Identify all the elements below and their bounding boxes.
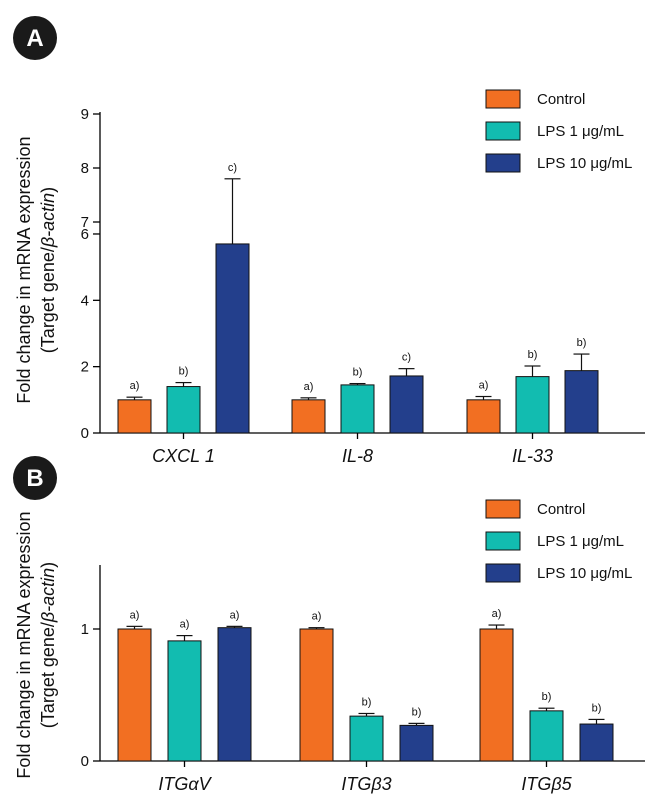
panel-b-bar-2-1 [529, 710, 564, 762]
panel-b-sig-label-2-0: a) [492, 608, 502, 620]
panel-b-bar-1-2 [399, 724, 434, 762]
panel-b-category-label-2: ITGβ5 [521, 774, 572, 794]
panel-b-legend-label-2: LPS 10 μg/mL [537, 565, 632, 582]
panel-b-ylabel: Fold change in mRNA expression (Target g… [14, 511, 58, 778]
panel-a-ytick-label-4: 7 [81, 214, 89, 231]
panel-b-bar-1-0 [299, 628, 334, 762]
panel-a-category-label-2: IL-33 [512, 446, 553, 466]
panel-b-sig-label-0-1: a) [180, 619, 190, 631]
panel-a-circle [13, 16, 57, 60]
chart-marks: 0 2 4 67 8 9 a) b) c) CXCL 1 a) b) c) IL-8 a) b) b) IL-33… [81, 89, 632, 794]
panel-b-bar-1-1 [349, 715, 384, 762]
panel-b-sig-label-0-0: a) [130, 609, 140, 621]
panel-a-bar-0-0 [117, 399, 152, 434]
panel-a-ytick-label-6: 9 [81, 106, 89, 123]
ylabel-a-line1: Fold change in mRNA expression [14, 136, 34, 403]
panel-b-category-label-1: ITGβ3 [341, 774, 391, 794]
panel-a-legend-swatch-2 [485, 153, 521, 173]
panel-b-legend-swatch-2 [485, 563, 521, 583]
panel-a-badge: A [13, 16, 57, 60]
panel-b-sig-label-0-2: a) [230, 609, 240, 621]
panel-b-sig-label-2-2: b) [592, 702, 602, 714]
panel-b-sig-label-1-1: b) [362, 696, 372, 708]
panel-b-legend-label-0: Control [537, 501, 585, 518]
panel-a-sig-label-1-2: c) [402, 352, 411, 364]
panel-a-legend-swatch-1 [485, 121, 521, 141]
panel-b-label: B [26, 465, 43, 492]
panel-a-ytick-label-5: 8 [81, 160, 89, 177]
panel-b-legend-label-1: LPS 1 μg/mL [537, 533, 624, 550]
panel-b-ytick-label-0: 0 [81, 753, 89, 770]
panel-a-sig-label-2-1: b) [528, 349, 538, 361]
panel-b-bar-0-0 [117, 628, 152, 762]
panel-a-sig-label-0-2: c) [228, 162, 237, 174]
panel-b-bar-2-0 [479, 628, 514, 762]
panel-b-legend-swatch-0 [485, 499, 521, 519]
panel-b-sig-label-1-2: b) [412, 706, 422, 718]
panel-a-bar-0-2 [215, 243, 250, 434]
panel-b-legend-swatch-1 [485, 531, 521, 551]
ylabel-a-line2: (Target gene/β-actin) [38, 187, 58, 353]
panel-a-sig-label-1-1: b) [353, 367, 363, 379]
panel-b-bar-2-2 [579, 723, 614, 762]
panel-a-sig-label-0-1: b) [179, 366, 189, 378]
panel-a-ytick-label-2: 4 [81, 292, 89, 309]
panel-a-bar-0-1 [166, 386, 201, 434]
panel-a-sig-label-0-0: a) [130, 380, 140, 392]
panel-a-label: A [26, 25, 43, 52]
panel-a-legend-label-2: LPS 10 μg/mL [537, 155, 632, 172]
panel-a-sig-label-1-0: a) [304, 381, 314, 393]
panel-a-bar-1-1 [340, 384, 375, 434]
panel-a-category-label-1: IL-8 [342, 446, 373, 466]
panel-b-bar-0-2 [217, 627, 252, 762]
panel-a-bar-2-0 [466, 399, 501, 434]
panel-a-bar-1-2 [389, 375, 424, 434]
panel-b-sig-label-1-0: a) [312, 611, 322, 623]
panel-a-legend-swatch-0 [485, 89, 521, 109]
panel-b-badge: B [13, 456, 57, 500]
ylabel-b-line2: (Target gene/β-actin) [38, 562, 58, 728]
panel-a-ylabel: Fold change in mRNA expression (Target g… [14, 136, 58, 403]
panel-a-legend-label-1: LPS 1 μg/mL [537, 123, 624, 140]
panel-a-bar-2-1 [515, 376, 550, 434]
panel-a-ytick-label-3: 6 [81, 226, 89, 243]
panel-a-bar-1-0 [291, 399, 326, 434]
panel-a-sig-label-2-2: b) [577, 337, 587, 349]
panel-a-bar-2-2 [564, 370, 599, 434]
panel-a-category-label-0: CXCL 1 [152, 446, 215, 466]
panel-b-ytick-label-1: 1 [81, 621, 89, 638]
panel-b-bar-0-1 [167, 640, 202, 762]
panel-b-sig-label-2-1: b) [542, 691, 552, 703]
ylabel-b-line1: Fold change in mRNA expression [14, 511, 34, 778]
panel-a-sig-label-2-0: a) [479, 380, 489, 392]
panel-a-ytick-label-0: 0 [81, 425, 89, 442]
panel-a-legend-label-0: Control [537, 91, 585, 108]
panel-b-circle [13, 456, 57, 500]
panel-a-ytick-label-1: 2 [81, 359, 89, 376]
panel-b-category-label-0: ITGαV [158, 774, 212, 794]
